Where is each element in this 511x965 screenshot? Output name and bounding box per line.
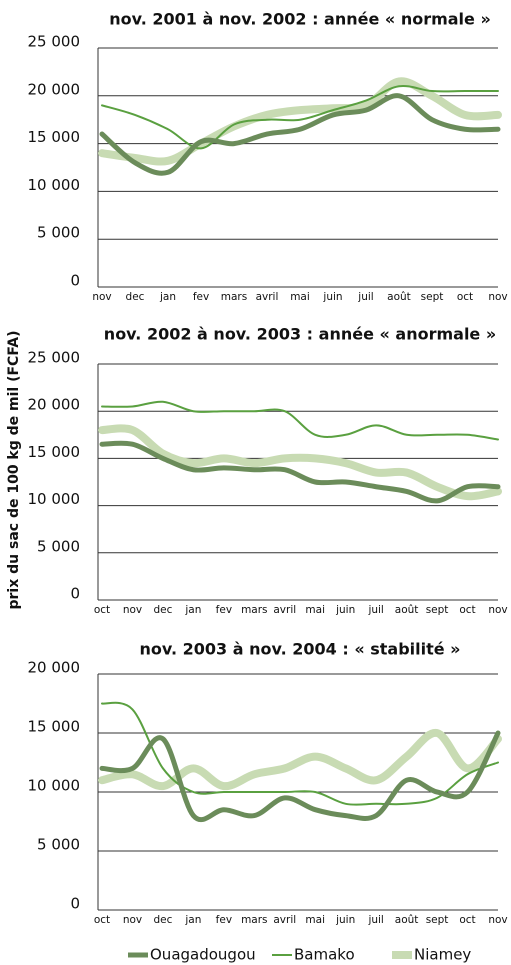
x-tick-label: oct: [94, 914, 110, 926]
x-tick-label: nov: [123, 914, 142, 926]
x-tick-label: avril: [256, 291, 279, 303]
y-tick-label: 25 000: [28, 349, 81, 367]
line-series: [99, 730, 501, 823]
y-tick-label: 25 000: [28, 33, 81, 51]
y-tick-label: 20 000: [28, 80, 81, 98]
y-tick-label: 10 000: [28, 777, 81, 795]
x-tick-label: juin: [322, 291, 342, 303]
x-tick-label: oct: [459, 604, 475, 616]
x-tick-label: oct: [94, 604, 110, 616]
x-tick-label: juil: [367, 914, 383, 926]
x-tick-label: fev: [216, 604, 232, 616]
line-series: [101, 84, 499, 150]
x-tick-label: mai: [305, 604, 325, 616]
x-tick-label: août: [395, 914, 419, 926]
x-tick-label: jan: [159, 291, 176, 303]
x-tick-label: nov: [488, 291, 507, 303]
y-tick-label: 5 000: [37, 224, 80, 242]
y-tick-label: 15 000: [28, 718, 81, 736]
x-tick-label: oct: [459, 914, 475, 926]
line-series: [99, 93, 501, 176]
line-series: [98, 424, 502, 501]
x-tick-label: dec: [126, 291, 145, 303]
y-tick-label: 15 000: [28, 443, 81, 461]
y-tick-label: 15 000: [28, 128, 81, 146]
x-tick-label: mai: [290, 291, 310, 303]
legend-label: Ouagadougou: [150, 946, 256, 964]
x-tick-label: fev: [193, 291, 209, 303]
x-tick-label: mai: [305, 914, 325, 926]
line-series: [101, 400, 499, 441]
x-tick-label: août: [387, 291, 411, 303]
x-tick-label: avril: [273, 604, 296, 616]
x-tick-label: nov: [488, 604, 507, 616]
y-tick-label: 5 000: [37, 836, 80, 854]
x-tick-label: dec: [153, 914, 172, 926]
line-series: [98, 77, 502, 166]
x-tick-label: août: [395, 604, 419, 616]
y-tick-label: 0: [70, 585, 80, 603]
line-series: [101, 701, 499, 806]
x-tick-label: nov: [123, 604, 142, 616]
line-series: [99, 440, 501, 504]
x-tick-label: dec: [153, 604, 172, 616]
x-tick-label: nov: [92, 291, 111, 303]
legend-label: Niamey: [414, 946, 471, 964]
y-tick-label: 10 000: [28, 176, 81, 194]
y-tick-label: 10 000: [28, 490, 81, 508]
x-tick-label: fev: [216, 914, 232, 926]
chart-title: nov. 2002 à nov. 2003 : année « anormale…: [104, 325, 496, 344]
x-tick-label: oct: [457, 291, 473, 303]
x-tick-label: mars: [241, 914, 267, 926]
y-tick-label: 20 000: [28, 396, 81, 414]
y-tick-label: 5 000: [37, 537, 80, 555]
y-tick-label: 0: [70, 272, 80, 290]
x-tick-label: mars: [241, 604, 267, 616]
chart-title: nov. 2003 à nov. 2004 : « stabilité »: [139, 640, 460, 659]
x-tick-label: juil: [367, 604, 383, 616]
y-tick-label: 0: [70, 895, 80, 913]
x-tick-label: jan: [184, 604, 201, 616]
x-tick-label: juin: [335, 604, 355, 616]
y-tick-label: 20 000: [28, 659, 81, 677]
x-tick-label: juin: [335, 914, 355, 926]
legend-label: Bamako: [294, 946, 355, 964]
x-tick-label: nov: [488, 914, 507, 926]
x-tick-label: jan: [184, 914, 201, 926]
x-tick-label: juil: [357, 291, 373, 303]
line-series: [98, 728, 502, 791]
x-tick-label: sept: [421, 291, 444, 303]
chart-title: nov. 2001 à nov. 2002 : année « normale …: [109, 10, 491, 29]
x-tick-label: avril: [273, 914, 296, 926]
x-tick-label: mars: [221, 291, 247, 303]
y-axis-label: prix du sac de 100 kg de mil (FCFA): [6, 330, 22, 609]
x-tick-label: sept: [426, 604, 449, 616]
x-tick-label: sept: [426, 914, 449, 926]
